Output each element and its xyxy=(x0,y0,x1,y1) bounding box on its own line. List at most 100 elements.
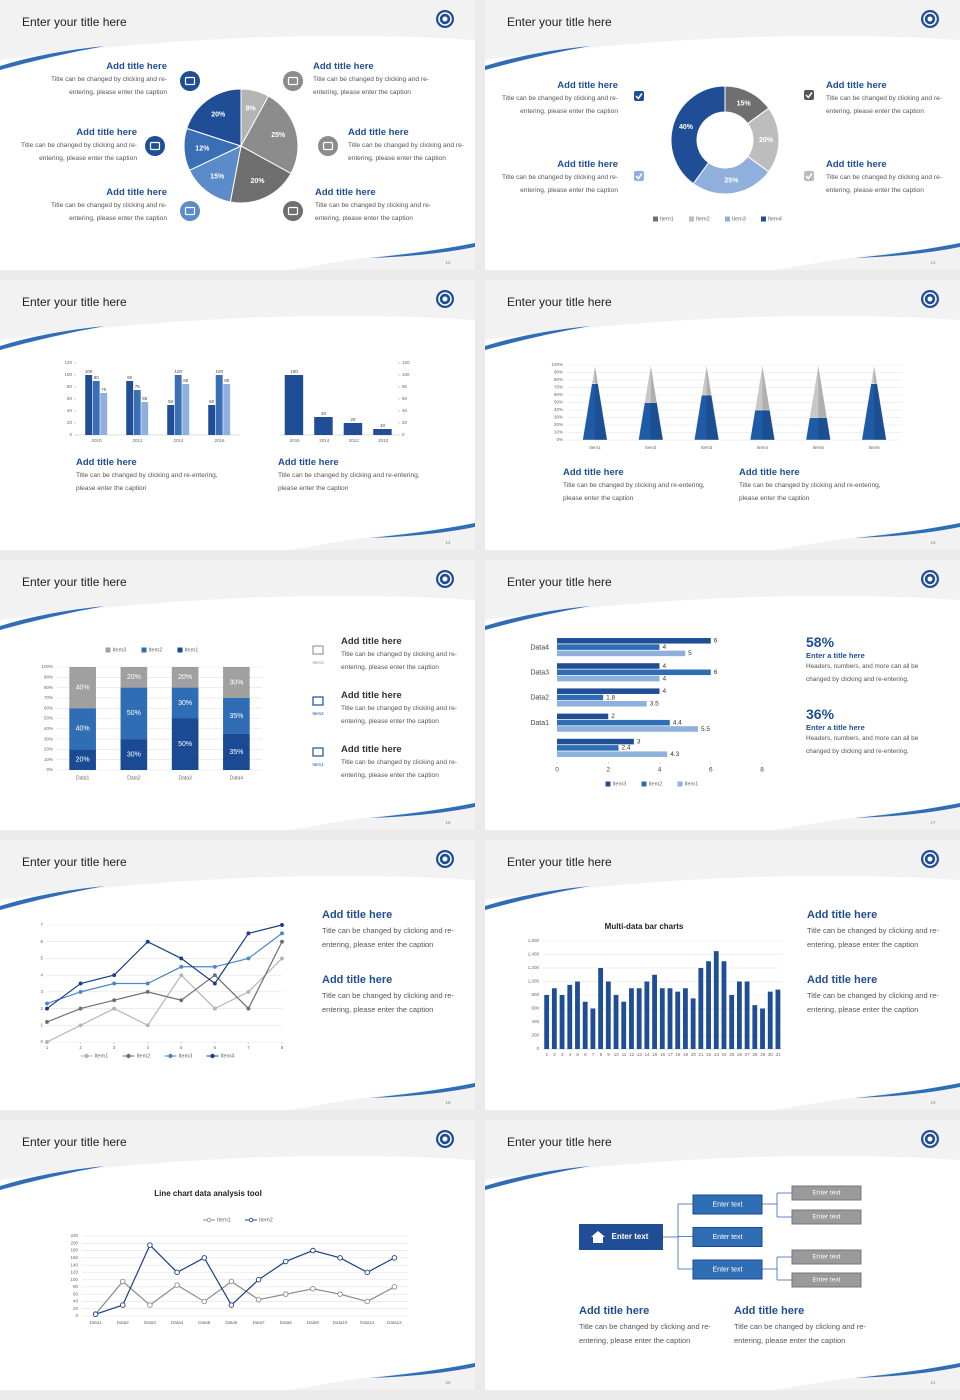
icon xyxy=(180,201,200,221)
footer-swoosh xyxy=(370,523,475,538)
y-tick-label: 60 xyxy=(67,396,73,401)
logo-dot xyxy=(927,576,933,582)
marker xyxy=(255,1296,262,1303)
bar xyxy=(557,669,711,676)
chart-title: Line chart data analysis tool xyxy=(154,1189,262,1198)
legend-label: Item4 xyxy=(768,216,782,222)
stat-body: Headers, numbers, and more can all be ch… xyxy=(806,663,919,683)
data-label: 20% xyxy=(76,757,90,764)
home-icon xyxy=(591,1231,605,1243)
bar xyxy=(590,1008,596,1049)
block-body: Title can be changed by clicking and re-… xyxy=(807,926,939,949)
legend-label: Item1 xyxy=(685,781,699,787)
icon-glyph xyxy=(287,76,299,86)
x-tick-label: Item4 xyxy=(757,445,769,450)
bar xyxy=(706,961,711,1049)
data-label: 30% xyxy=(127,751,141,758)
icon-glyph xyxy=(184,206,196,216)
bar xyxy=(557,688,660,694)
legend-swatch xyxy=(641,781,647,787)
footer-swoosh xyxy=(370,243,475,258)
y-tick-label: 5 xyxy=(40,956,43,961)
slide: Enter your title here 17 0 2 4 6 8 Data4 6 4 5 Data… xyxy=(485,560,960,830)
page-number: 21 xyxy=(930,1380,936,1385)
data-label: 1.8 xyxy=(606,694,615,701)
leaf-label: Enter text xyxy=(813,1214,841,1221)
header-band xyxy=(0,560,475,620)
slide-title: Enter your title here xyxy=(22,295,127,309)
marker xyxy=(78,1023,83,1028)
marker xyxy=(364,1298,371,1305)
x-tick-label: 2012 xyxy=(132,438,143,443)
data-label: 30% xyxy=(229,679,243,686)
slide-title: Enter your title here xyxy=(507,15,612,29)
bar xyxy=(557,726,698,732)
y-tick-label: 1 xyxy=(40,1022,43,1027)
x-tick-label: 15 xyxy=(652,1052,658,1057)
marker xyxy=(147,1302,153,1308)
icon xyxy=(312,696,324,706)
pyramid-segment xyxy=(754,364,771,411)
y-tick-label: 4 xyxy=(40,972,43,977)
x-tick-label: Data4 xyxy=(230,775,244,781)
logo-dot xyxy=(927,1136,933,1142)
y-tick-label: 60 xyxy=(402,396,408,401)
logo-ring xyxy=(923,1132,937,1146)
donut-slice xyxy=(670,85,726,185)
block-heading: Add title here xyxy=(76,127,137,138)
stacked-bar xyxy=(120,739,148,770)
data-label: 3.5 xyxy=(650,701,659,708)
data-label: 90 xyxy=(94,375,100,380)
y-tick-label: 70% xyxy=(554,385,563,390)
logo-ring xyxy=(923,12,937,26)
x-tick-label: 18 xyxy=(675,1052,681,1057)
data-label: 5.5 xyxy=(701,726,710,733)
logo-dot xyxy=(442,16,448,22)
x-tick-label: Data5 xyxy=(198,1320,211,1325)
marker xyxy=(147,1242,153,1248)
y-tick-label: 40 xyxy=(67,408,73,413)
x-tick-label: Data1 xyxy=(90,1320,103,1325)
bar xyxy=(557,719,670,726)
data-label: 20% xyxy=(127,674,141,681)
header-band xyxy=(485,560,960,620)
y-tick-label: 80 xyxy=(402,384,408,389)
x-tick-label: 25 xyxy=(729,1052,735,1057)
marker xyxy=(92,1311,99,1317)
legend-label: Item4 xyxy=(221,1053,235,1059)
y-tick-label: 80% xyxy=(44,685,53,690)
slice-label: 20% xyxy=(211,111,226,118)
leaf-label: Enter text xyxy=(813,1277,841,1284)
x-tick-label: 2010 xyxy=(91,438,102,443)
x-tick-label: Data2 xyxy=(127,775,141,781)
block-heading: Add title here xyxy=(315,187,376,198)
block-body: Title can be changed by clicking and re-… xyxy=(502,95,618,115)
y-tick-label: 50% xyxy=(44,716,53,721)
y-tick-label: 2 xyxy=(40,1006,43,1011)
bar xyxy=(598,968,604,1049)
block-body: Title can be changed by clicking and re-… xyxy=(341,759,457,779)
data-label: 70 xyxy=(101,387,107,392)
block-body: Title can be changed by clicking and re-… xyxy=(826,95,942,115)
header-band xyxy=(485,0,960,60)
x-tick-label: 1 xyxy=(546,1052,549,1057)
marker xyxy=(212,964,217,969)
block-body: Title can be changed by clicking and re-… xyxy=(579,1322,711,1345)
data-label: 4.3 xyxy=(670,751,679,758)
block-body: Title can be changed by clicking and re-… xyxy=(348,142,464,162)
branch-label: Enter text xyxy=(713,1201,743,1208)
y-tick-label: 6 xyxy=(40,939,43,944)
logo-ring xyxy=(438,1132,452,1146)
header-band xyxy=(0,840,475,900)
data-label: 100 xyxy=(174,369,182,374)
checkbox xyxy=(634,171,644,181)
checkmark xyxy=(805,173,813,180)
marker xyxy=(119,1302,126,1308)
bar xyxy=(373,429,392,435)
data-label: 20% xyxy=(178,674,192,681)
bar xyxy=(133,390,141,435)
branch-label: Enter text xyxy=(713,1234,743,1241)
icon xyxy=(318,136,338,156)
bar xyxy=(223,384,231,435)
